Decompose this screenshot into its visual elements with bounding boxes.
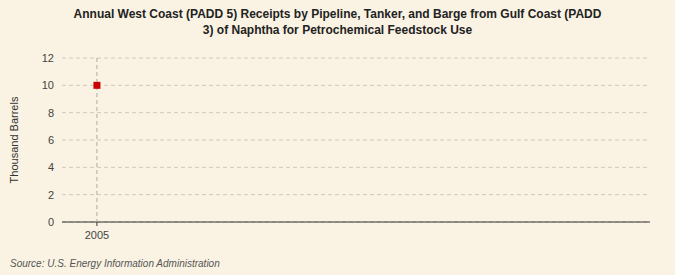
chart-svg: Annual West Coast (PADD 5) Receipts by P… bbox=[0, 0, 675, 275]
grid-line bbox=[62, 167, 650, 168]
grid-line bbox=[62, 85, 650, 86]
title-line: Annual West Coast (PADD 5) Receipts by P… bbox=[74, 7, 602, 21]
chart-container: Annual West Coast (PADD 5) Receipts by P… bbox=[0, 0, 675, 275]
y-axis-label: Thousand Barrels bbox=[8, 96, 20, 183]
x-tick-label: 2005 bbox=[85, 229, 109, 241]
title: Annual West Coast (PADD 5) Receipts by P… bbox=[74, 7, 602, 37]
plot-area bbox=[93, 58, 100, 222]
title-line: 3) of Naphtha for Petrochemical Feedstoc… bbox=[203, 23, 473, 37]
grid-line bbox=[62, 58, 650, 59]
x-axis-line bbox=[62, 222, 650, 223]
y-tick-label: 12 bbox=[42, 52, 54, 64]
y-tick-label: 0 bbox=[48, 216, 54, 228]
y-tick-label: 2 bbox=[48, 189, 54, 201]
source: Source: U.S. Energy Information Administ… bbox=[10, 258, 220, 269]
y-tick-label: 6 bbox=[48, 134, 54, 146]
y-tick-label: 4 bbox=[48, 161, 54, 173]
grid-line bbox=[62, 112, 650, 113]
x-tick bbox=[96, 222, 97, 226]
y-tick-label: 8 bbox=[48, 107, 54, 119]
data-point[interactable] bbox=[93, 82, 100, 89]
y-tick-label: 10 bbox=[42, 79, 54, 91]
grid bbox=[62, 58, 650, 222]
grid-line bbox=[62, 194, 650, 195]
grid-line bbox=[62, 140, 650, 141]
grid-line bbox=[62, 222, 650, 223]
background bbox=[0, 0, 675, 275]
